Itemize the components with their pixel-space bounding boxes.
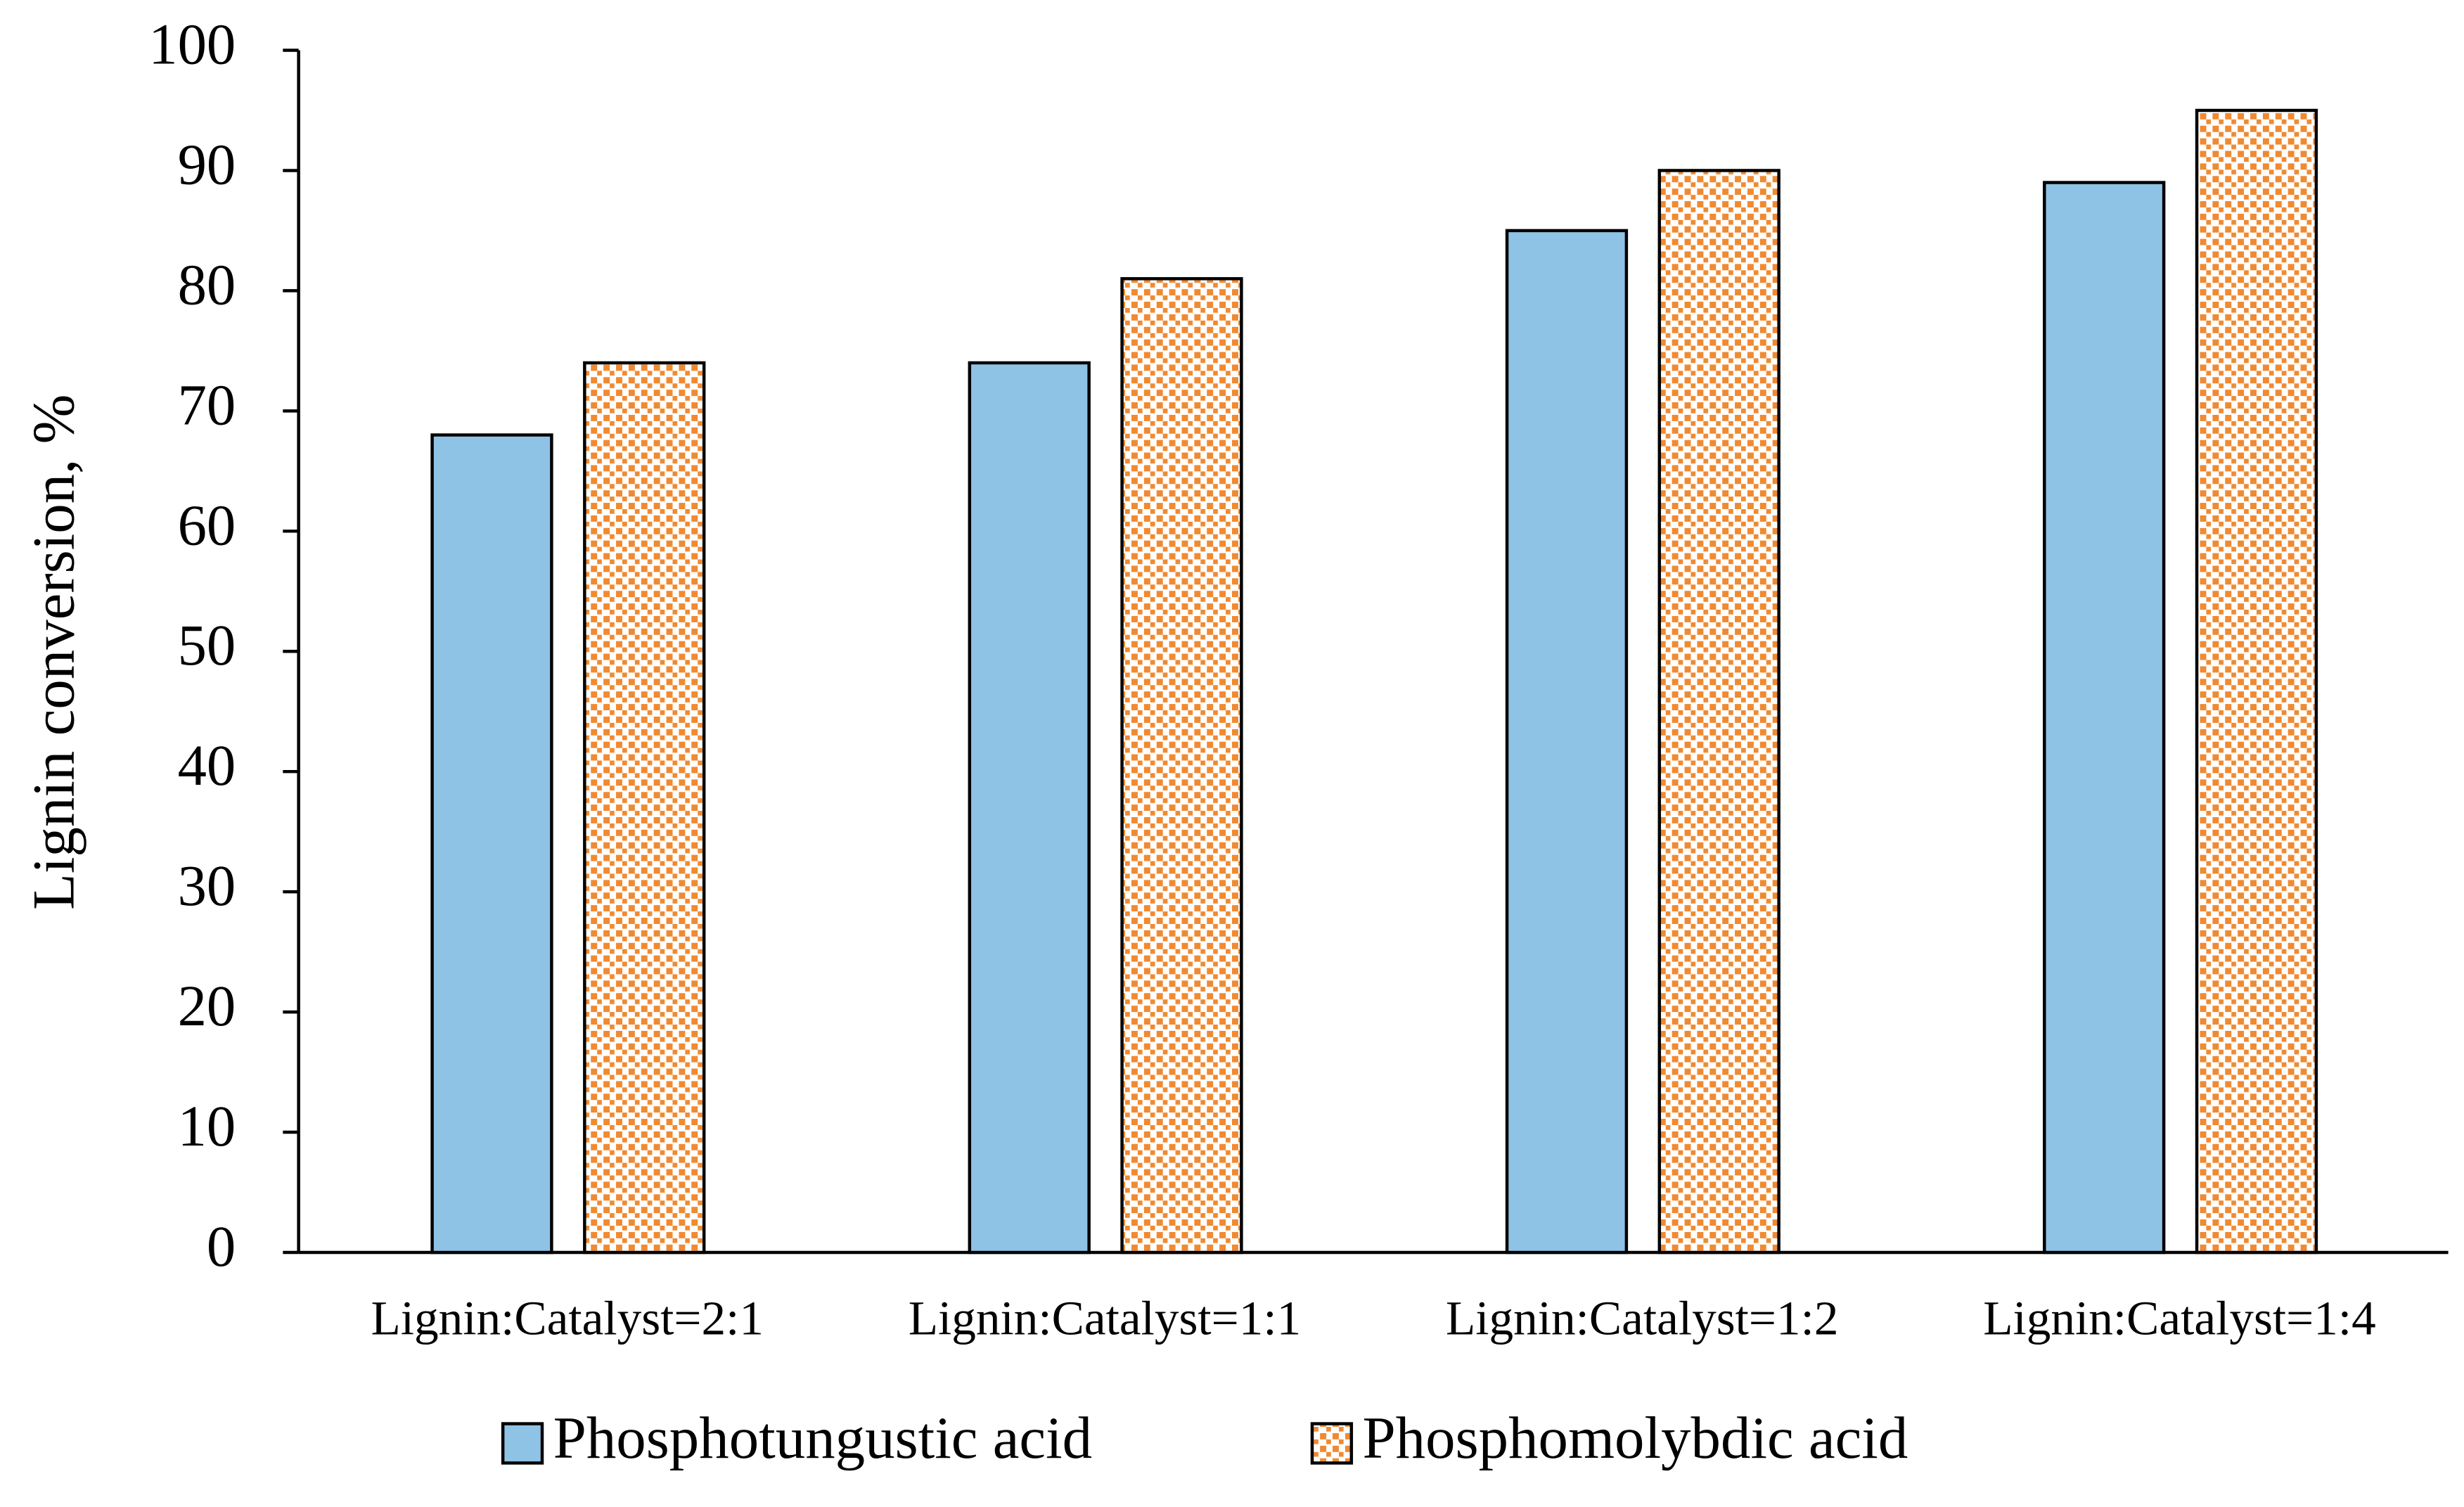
- y-tick-label: 90: [178, 132, 236, 196]
- x-tick-label: Lignin:Catalyst=1:2: [1446, 1290, 1839, 1345]
- y-tick-label: 0: [207, 1214, 236, 1278]
- y-tick-label: 80: [178, 252, 236, 316]
- y-tick-label: 40: [178, 733, 236, 797]
- bar: [583, 361, 706, 1255]
- bar: [1120, 277, 1243, 1255]
- y-tick-label: 20: [178, 973, 236, 1038]
- y-tick-label: 60: [178, 492, 236, 557]
- y-tick-label: 10: [178, 1094, 236, 1158]
- y-tick-label: 70: [178, 372, 236, 437]
- y-tick-label: 50: [178, 613, 236, 677]
- bar: [430, 433, 553, 1255]
- x-tick-label: Lignin:Catalyst=1:1: [909, 1290, 1302, 1345]
- y-tick-label: 30: [178, 853, 236, 918]
- x-tick-label: Lignin:Catalyst=1:4: [1983, 1290, 2376, 1345]
- bar: [1505, 229, 1629, 1255]
- y-tick-label: 100: [148, 11, 236, 76]
- legend-swatch: [1310, 1422, 1354, 1465]
- x-tick-label: Lignin:Catalyst=2:1: [371, 1290, 764, 1345]
- legend-label: Phosphotungustic acid: [553, 1405, 1092, 1471]
- bar: [1657, 169, 1780, 1255]
- bar: [968, 361, 1091, 1255]
- legend-swatch: [501, 1422, 544, 1465]
- y-axis-label: Lignin conversion, %: [20, 395, 86, 910]
- bar: [2043, 181, 2166, 1255]
- legend-label: Phosphomolybdic acid: [1362, 1405, 1908, 1471]
- bar: [2195, 108, 2318, 1255]
